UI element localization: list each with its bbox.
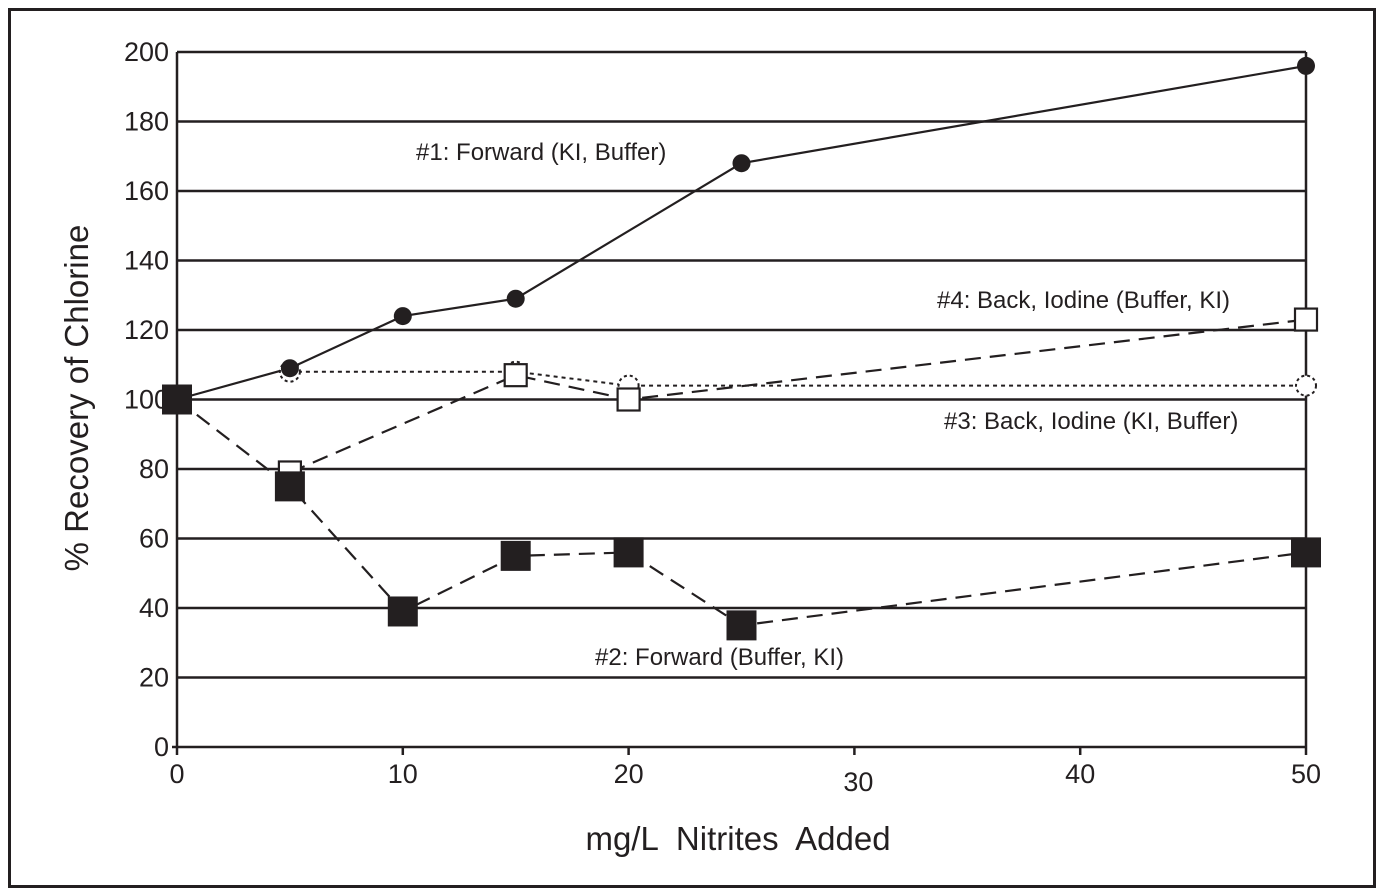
- series-4-point: [616, 387, 641, 412]
- series-2-point: [726, 610, 757, 641]
- series-2-point: [162, 384, 192, 415]
- x-tick-label: 20: [614, 759, 644, 789]
- series-1-line: [176, 64, 1307, 401]
- x-tick-label: 10: [388, 759, 418, 789]
- series-2-point: [274, 471, 305, 502]
- series-2-point: [1291, 537, 1321, 568]
- x-axis-label: mg/L Nitrites Added: [585, 820, 890, 857]
- y-tick-label: 200: [124, 37, 169, 67]
- series-1-label: #1: Forward (KI, Buffer): [416, 139, 666, 166]
- series-markers: [162, 56, 1321, 641]
- series-1-point: [1297, 56, 1315, 75]
- series-3-label: #3: Back, Iodine (KI, Buffer): [944, 408, 1238, 435]
- series-2-point: [500, 540, 531, 571]
- y-tick-labels: 0 20 40 60 80 100 120 140 160 180 200: [124, 37, 169, 762]
- y-tick-label: 180: [124, 107, 169, 137]
- y-tick-label: 20: [139, 663, 169, 693]
- gridlines: [177, 50, 1306, 679]
- x-tick-label: 0: [169, 759, 184, 789]
- series-1-point: [393, 307, 412, 326]
- series-1-point: [506, 289, 525, 308]
- series-2-label: #2: Forward (Buffer, KI): [595, 644, 844, 671]
- x-tick-label: 50: [1291, 759, 1321, 789]
- x-tick-label: 40: [1065, 759, 1095, 789]
- series-1-point: [280, 359, 299, 378]
- y-tick-label: 140: [124, 246, 169, 276]
- series-3-point: [1295, 374, 1317, 397]
- series-annotations: #1: Forward (KI, Buffer) #4: Back, Iodin…: [416, 139, 1238, 671]
- y-tick-label: 40: [139, 593, 169, 623]
- series-1-point: [732, 154, 751, 173]
- series-lines: [176, 64, 1307, 627]
- y-axis-label: % Recovery of Chlorine: [58, 225, 95, 572]
- series-2-point: [387, 596, 418, 627]
- series-4-point: [503, 363, 528, 388]
- y-tick-label: 120: [124, 315, 169, 345]
- series-4-line: [289, 318, 1307, 474]
- series-4-label: #4: Back, Iodine (Buffer, KI): [937, 287, 1230, 314]
- y-tick-label: 100: [124, 385, 169, 415]
- series-3-line: [289, 370, 1306, 387]
- x-tick-label: 30: [843, 767, 873, 797]
- series-4-point: [1293, 307, 1319, 332]
- y-tick-label: 60: [139, 524, 169, 554]
- series-2-point: [613, 537, 644, 568]
- x-tick-labels: 0 10 20 30 40 50: [169, 759, 1321, 797]
- y-tick-label: 160: [124, 176, 169, 206]
- y-tick-label: 0: [154, 732, 169, 762]
- y-tick-label: 80: [139, 454, 169, 484]
